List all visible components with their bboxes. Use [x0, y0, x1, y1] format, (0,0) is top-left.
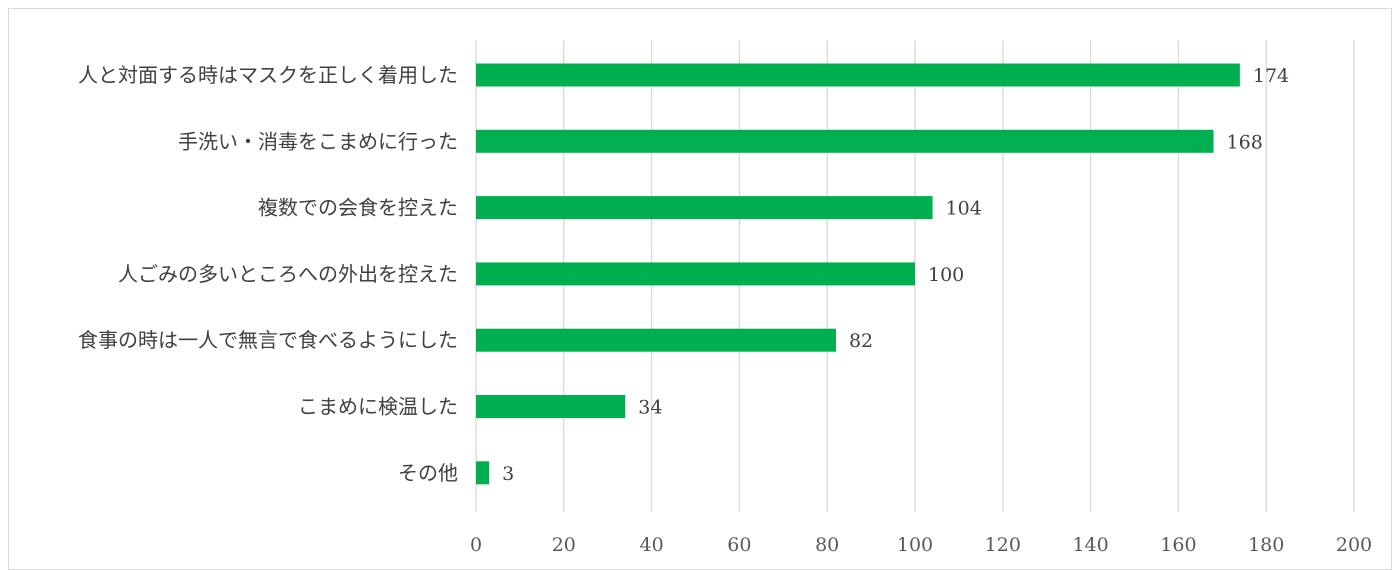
- bar-4: [476, 328, 836, 352]
- x-tick-label: 200: [1336, 534, 1372, 556]
- x-tick-label: 160: [1160, 534, 1196, 556]
- data-label: 3: [502, 463, 514, 485]
- bar-6: [476, 461, 490, 485]
- data-label: 82: [849, 330, 873, 352]
- data-label: 100: [928, 264, 964, 286]
- bar-5: [476, 395, 626, 418]
- category-label: 手洗い・消毒をこまめに行った: [178, 129, 458, 153]
- chart-frame: [8, 8, 1392, 570]
- x-tick-label: 20: [552, 534, 576, 556]
- bar-3: [476, 262, 915, 286]
- category-label: 食事の時は一人で無言で食べるようにした: [78, 328, 458, 352]
- bar-2: [476, 196, 933, 220]
- category-label: こまめに検温した: [298, 395, 458, 419]
- category-label: 複数での会食を控えた: [258, 196, 458, 220]
- category-label: その他: [398, 461, 458, 485]
- tick-layer: 0 20 40 60 80 100 120 140 160 180 200: [470, 534, 1372, 556]
- label-layer: 人と対面する時はマスクを正しく着用した 174 手洗い・消毒をこまめに行った 168 複…: [78, 63, 1289, 485]
- x-tick-label: 120: [985, 534, 1021, 556]
- x-tick-label: 140: [1072, 534, 1108, 556]
- x-tick-label: 100: [897, 534, 933, 556]
- grid-layer: [475, 40, 1355, 512]
- data-label: 168: [1227, 131, 1263, 153]
- category-label: 人ごみの多いところへの外出を控えた: [118, 262, 458, 286]
- bar-0: [476, 63, 1240, 87]
- x-tick-label: 40: [640, 534, 664, 556]
- category-label: 人と対面する時はマスクを正しく着用した: [78, 63, 458, 87]
- x-tick-label: 60: [727, 534, 751, 556]
- x-tick-label: 0: [470, 534, 482, 556]
- bar-layer: [476, 63, 1240, 485]
- bar-1: [476, 129, 1214, 153]
- data-label: 174: [1253, 65, 1289, 87]
- data-label: 34: [638, 397, 662, 419]
- data-label: 104: [946, 198, 982, 220]
- x-tick-label: 80: [815, 534, 839, 556]
- x-tick-label: 180: [1248, 534, 1284, 556]
